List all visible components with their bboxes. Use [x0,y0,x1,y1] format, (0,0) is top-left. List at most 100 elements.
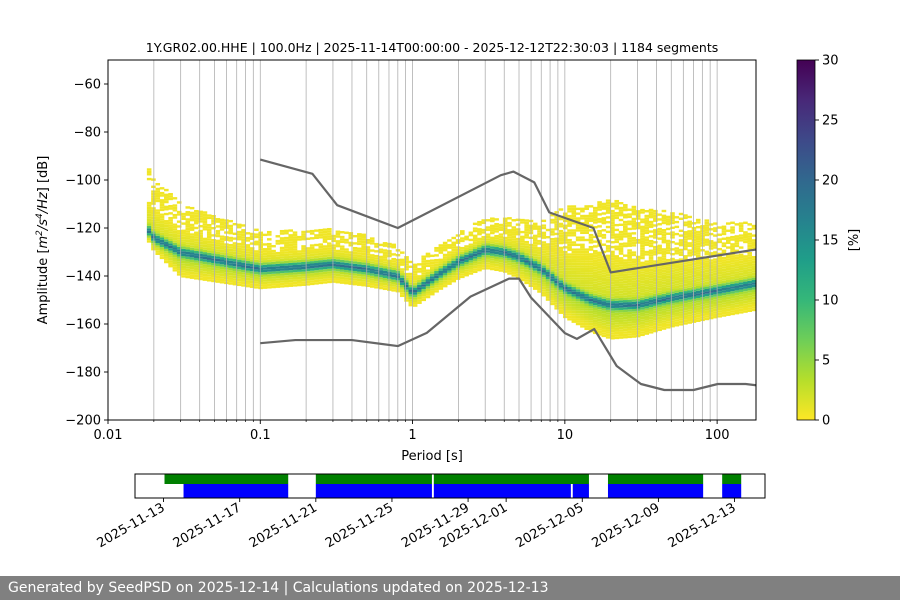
heatmap-cell [322,259,328,263]
heatmap-cell [713,284,718,288]
heatmap-cell [515,271,521,274]
heatmap-cell [232,237,238,240]
heatmap-cell [554,271,559,274]
heatmap-cell [623,208,628,212]
heatmap-cell [751,256,756,259]
heatmap-cell [738,222,744,225]
heatmap-cell [279,261,285,264]
heatmap-cell [309,249,315,252]
heatmap-cell [219,269,225,272]
heatmap-cell [648,223,654,226]
heatmap-cell [635,212,641,215]
heatmap-cell [249,247,255,250]
heatmap-cell [502,236,508,240]
heatmap-cell [219,225,225,229]
heatmap-cell [695,307,701,310]
heatmap-cell [631,275,637,278]
heatmap-cell [498,238,504,241]
heatmap-cell [365,265,371,268]
heatmap-cell [322,269,328,272]
heatmap-cell [738,275,744,278]
heatmap-cell [524,262,529,265]
heatmap-cell [635,330,641,333]
heatmap-cell [704,260,710,263]
heatmap-cell [580,322,585,326]
heatmap-cell [545,245,551,249]
heatmap-cell [241,277,246,280]
heatmap-cell [580,308,585,311]
heatmap-cell [614,211,620,215]
heatmap-cell [477,244,482,248]
heatmap-cell [498,266,504,270]
heatmap-cell [365,255,371,259]
heatmap-cell [730,276,735,280]
heatmap-cell [661,279,667,282]
heatmap-cell [498,259,504,263]
heatmap-cell [571,303,577,307]
heatmap-cell [228,224,233,228]
heatmap-cell [322,271,328,275]
heatmap-cell [318,245,324,249]
heatmap-cell [279,229,285,233]
heatmap-cell [605,295,611,298]
y-axis-ticks: −60−80−100−120−140−160−180−200 [65,78,108,429]
heatmap-cell [258,233,263,237]
heatmap-cell [751,301,756,304]
heatmap-cell [159,215,165,219]
heatmap-cell [404,265,409,269]
heatmap-cell [575,291,581,295]
heatmap-cell [644,306,650,309]
heatmap-cell [146,168,152,171]
heatmap-cell [159,244,165,248]
heatmap-cell [511,274,517,277]
heatmap-cell [357,278,362,282]
heatmap-cell [618,336,624,339]
heatmap-cell [460,237,465,240]
heatmap-cell [708,300,714,303]
heatmap-cell [447,251,452,254]
heatmap-cell [670,212,675,215]
heatmap-cell [348,272,354,276]
heatmap-cell [206,216,212,220]
timeline-date-label: 2025-12-13 [666,500,739,551]
y-label-exponent: 2 [35,230,45,236]
heatmap-cell [614,202,620,205]
heatmap-cell [288,236,294,239]
heatmap-cell [365,262,371,266]
heatmap-cell [460,261,465,264]
heatmap-cell [206,243,212,246]
heatmap-cell [494,223,499,226]
heatmap-cell [399,285,405,288]
heatmap-cell [653,301,658,304]
heatmap-cell [597,280,602,283]
heatmap-cell [155,192,161,195]
heatmap-cell [554,275,559,279]
heatmap-cell [520,230,525,234]
heatmap-cell [635,308,641,311]
heatmap-cell [434,280,439,283]
heatmap-cell [185,237,191,240]
heatmap-cell [661,298,667,301]
heatmap-cell [211,234,216,237]
heatmap-cell [168,195,173,198]
heatmap-cell [678,311,684,314]
heatmap-cell [532,280,538,283]
heatmap-cell [725,258,731,261]
heatmap-cell [648,309,654,312]
heatmap-cell [297,283,302,287]
heatmap-cell [580,272,585,275]
heatmap-cell [541,294,547,297]
heatmap-cell [541,267,547,271]
heatmap-cell [318,276,324,280]
heatmap-cell [472,253,478,257]
heatmap-cell [725,287,731,290]
heatmap-cell [537,285,542,288]
heatmap-cell [605,333,611,337]
heatmap-cell [236,257,242,260]
heatmap-cell [369,275,375,279]
heatmap-cell [721,297,727,300]
heatmap-cell [751,306,756,309]
heatmap-cell [618,230,624,234]
heatmap-cell [194,245,199,249]
heatmap-cell [219,261,225,265]
